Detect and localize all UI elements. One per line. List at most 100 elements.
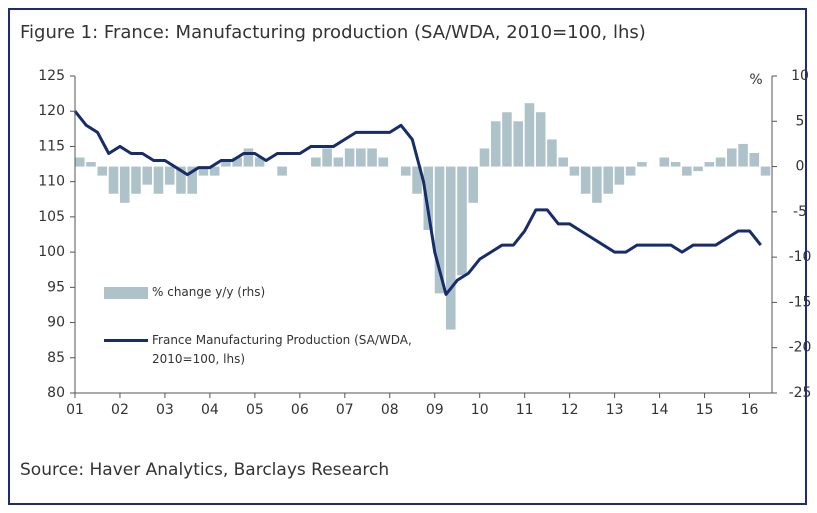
bar	[401, 166, 411, 176]
x-tick-label: 03	[156, 402, 174, 418]
y-tick-label: 80	[47, 385, 65, 401]
bar	[535, 112, 546, 167]
bar	[693, 166, 703, 172]
x-tick-label: 14	[651, 402, 669, 418]
legend-label: France Manufacturing Production (SA/WDA,…	[152, 333, 412, 366]
bar	[760, 166, 771, 176]
x-tick-label: 01	[66, 402, 84, 418]
bar	[749, 152, 760, 167]
bar	[479, 148, 490, 167]
bar	[659, 157, 670, 167]
bar	[502, 112, 512, 167]
bar	[547, 139, 557, 167]
y-tick-label: 100	[38, 244, 65, 260]
line	[73, 110, 762, 296]
y2-tick-label: -10	[789, 249, 812, 265]
bar	[524, 103, 535, 167]
bar	[682, 166, 692, 176]
bar	[468, 166, 479, 203]
y-tick-label: 90	[47, 315, 65, 331]
bar	[445, 166, 456, 330]
bar	[221, 162, 231, 167]
bar	[344, 148, 355, 167]
bar	[423, 166, 434, 230]
bar	[558, 157, 568, 167]
bar	[209, 166, 220, 176]
frame	[8, 8, 807, 505]
bar	[637, 162, 647, 167]
bar	[131, 166, 141, 194]
bar	[97, 166, 108, 176]
x-tick-label: 02	[111, 402, 129, 418]
bar	[670, 162, 681, 167]
x-tick-label: 07	[336, 402, 354, 418]
bar	[277, 166, 287, 176]
bar	[727, 148, 737, 167]
legend-swatch-bar	[104, 287, 148, 299]
bar	[715, 157, 726, 167]
bar	[367, 148, 377, 167]
bar	[322, 148, 332, 167]
bar	[378, 157, 389, 167]
bar	[142, 166, 153, 185]
bar	[198, 166, 209, 176]
y2-tick-label: -15	[789, 294, 812, 310]
bar	[333, 157, 344, 167]
bar	[569, 166, 580, 176]
y2-tick-label: 5	[796, 113, 805, 129]
bar	[457, 166, 467, 276]
bar	[153, 166, 164, 194]
x-tick-label: 05	[246, 402, 264, 418]
y-tick-label: 105	[38, 209, 65, 225]
bar	[704, 162, 715, 167]
x-tick-label: 11	[516, 402, 534, 418]
bar	[75, 157, 85, 167]
x-tick-label: 12	[561, 402, 579, 418]
bar	[86, 162, 96, 167]
x-tick-label: 08	[381, 402, 399, 418]
bar	[311, 157, 321, 167]
y-tick-label: 85	[47, 350, 65, 366]
bar	[176, 166, 186, 194]
bar	[580, 166, 591, 194]
x-tick-label: 06	[291, 402, 309, 418]
bar	[614, 166, 625, 185]
bar	[119, 166, 130, 203]
x-tick-label: 15	[696, 402, 714, 418]
legend-swatch-line	[104, 339, 148, 342]
y-tick-label: 120	[38, 103, 65, 119]
bar	[232, 157, 242, 167]
y2-tick-label: -25	[789, 385, 812, 401]
source-note: Source: Haver Analytics, Barclays Resear…	[20, 460, 390, 480]
y2-tick-label: 10	[791, 68, 809, 84]
x-tick-label: 04	[201, 402, 219, 418]
bar	[164, 166, 175, 185]
bar	[243, 148, 254, 167]
chart-title: Figure 1: France: Manufacturing producti…	[20, 22, 646, 43]
y2-tick-label: 0	[796, 159, 805, 175]
bar	[603, 166, 613, 194]
y-tick-label: 115	[38, 138, 65, 154]
x-tick-label: 16	[741, 402, 759, 418]
x-tick-label: 09	[426, 402, 444, 418]
y-tick-label: 110	[38, 174, 65, 190]
y-tick-label: 125	[38, 68, 65, 84]
bar	[356, 148, 366, 167]
y2-axis-label: %	[749, 72, 762, 88]
x-tick-label: 13	[606, 402, 624, 418]
bar	[738, 143, 748, 167]
bar	[412, 166, 422, 194]
bar	[108, 166, 119, 194]
bar	[254, 157, 265, 167]
bar	[592, 166, 602, 203]
x-tick-label: 10	[471, 402, 489, 418]
bar	[625, 166, 636, 176]
legend-label: % change y/y (rhs)	[152, 285, 266, 299]
bar	[187, 166, 197, 194]
y-tick-label: 95	[47, 279, 65, 295]
bar	[434, 166, 445, 294]
y2-tick-label: -20	[789, 340, 812, 356]
bar	[490, 121, 501, 167]
